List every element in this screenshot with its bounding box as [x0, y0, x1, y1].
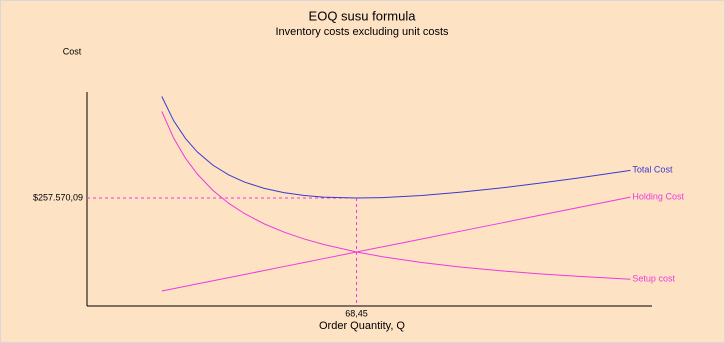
chart-subtitle: Inventory costs excluding unit costs — [275, 26, 449, 38]
x-axis-label: Order Quantity, Q — [319, 320, 405, 332]
series-line — [161, 96, 631, 199]
series-line — [161, 196, 631, 292]
series-label: Holding Cost — [632, 192, 684, 202]
ref-label-x: 68,45 — [345, 308, 368, 318]
series-label: Setup cost — [632, 274, 675, 284]
ref-label-y: $257.570,09 — [33, 192, 83, 202]
series-line — [161, 111, 631, 280]
series-label: Total Cost — [632, 165, 673, 175]
chart-title: EOQ susu formula — [309, 8, 417, 23]
y-axis-label: Cost — [63, 46, 82, 56]
